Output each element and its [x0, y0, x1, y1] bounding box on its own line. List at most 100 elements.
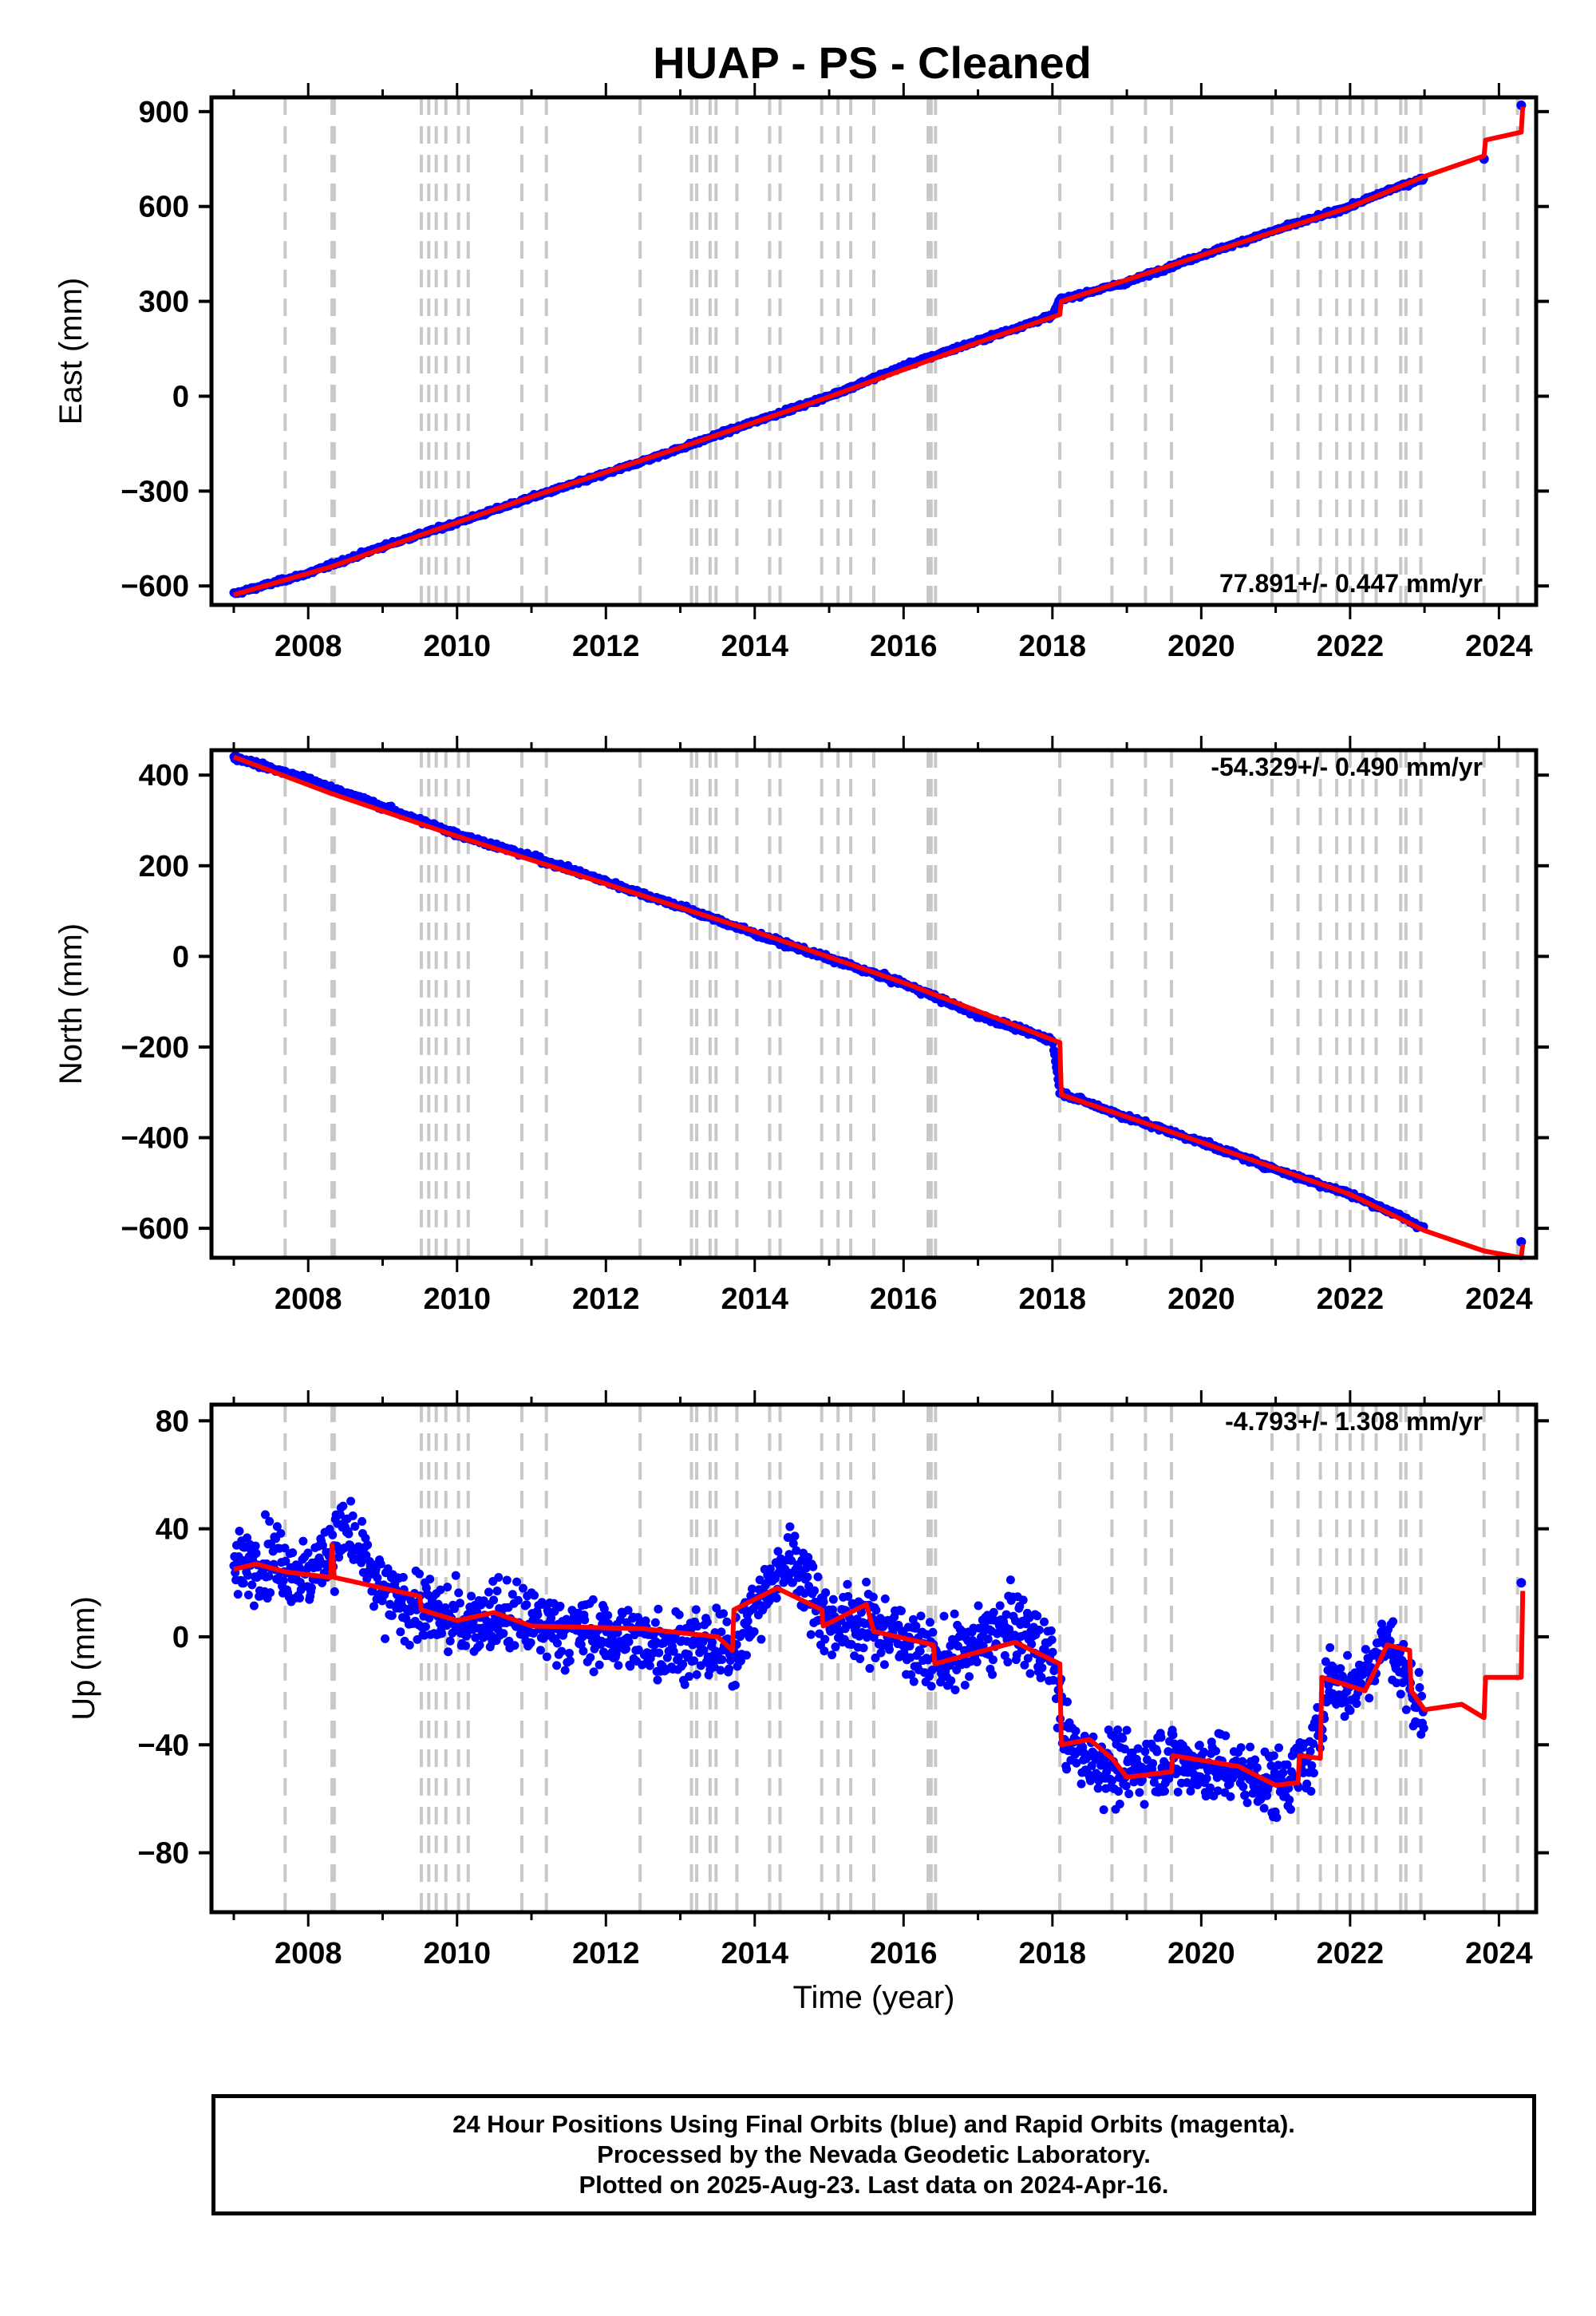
- data-point: [813, 1572, 823, 1582]
- data-point: [1389, 1617, 1398, 1626]
- data-point: [580, 1615, 590, 1625]
- data-point: [1114, 1787, 1124, 1796]
- data-point: [1250, 1755, 1260, 1765]
- data-point: [557, 1646, 567, 1656]
- data-point: [828, 1605, 837, 1614]
- data-point: [855, 1654, 865, 1663]
- data-point: [693, 1622, 702, 1631]
- data-point: [1046, 1626, 1056, 1635]
- data-point: [1415, 1683, 1424, 1693]
- x-tick-label: 2010: [423, 1282, 491, 1316]
- data-point: [804, 1552, 813, 1562]
- data-point: [1343, 1650, 1353, 1660]
- data-point: [454, 1588, 464, 1598]
- data-point: [346, 1496, 356, 1506]
- data-point: [815, 1629, 824, 1638]
- data-point: [1118, 1733, 1128, 1743]
- data-point: [1211, 1746, 1221, 1756]
- data-point: [1516, 1578, 1527, 1588]
- data-point: [1419, 1723, 1428, 1733]
- data-point: [749, 1627, 759, 1637]
- data-point: [1148, 1759, 1158, 1769]
- data-point: [530, 1591, 539, 1600]
- data-point: [650, 1618, 660, 1627]
- footer-line-3: Plotted on 2025-Aug-23. Last data on 202…: [579, 2171, 1169, 2199]
- data-point: [1321, 1657, 1330, 1666]
- data-point: [526, 1638, 535, 1647]
- data-point: [1025, 1669, 1035, 1678]
- data-point: [233, 1590, 243, 1599]
- x-tick-label: 2020: [1167, 1937, 1235, 1970]
- data-point: [689, 1656, 699, 1666]
- data-point: [555, 1601, 565, 1611]
- data-point: [803, 1572, 812, 1582]
- data-point: [988, 1655, 998, 1665]
- footer-line-1: 24 Hour Positions Using Final Orbits (bl…: [452, 2110, 1295, 2138]
- data-point: [243, 1533, 252, 1543]
- data-point: [1033, 1611, 1042, 1621]
- x-tick-label: 2010: [423, 630, 491, 663]
- model-line-path: [233, 1542, 1526, 1788]
- data-point: [1325, 1642, 1335, 1652]
- data-point: [634, 1645, 643, 1654]
- data-point: [243, 1571, 253, 1580]
- data-point: [725, 1664, 734, 1674]
- data-point: [443, 1583, 452, 1592]
- panel-frame: [209, 95, 1539, 607]
- data-point: [1000, 1650, 1009, 1660]
- data-point: [303, 1548, 313, 1558]
- data-point: [1072, 1758, 1081, 1768]
- data-point: [276, 1528, 286, 1538]
- x-tick-label: 2018: [1019, 630, 1087, 663]
- data-point: [508, 1590, 517, 1599]
- data-point: [674, 1610, 684, 1619]
- data-point: [1401, 1705, 1411, 1714]
- data-point: [862, 1577, 871, 1587]
- data-point: [859, 1643, 868, 1653]
- data-point: [879, 1660, 889, 1670]
- data-point: [579, 1646, 588, 1656]
- x-tick-label: 2022: [1317, 1937, 1385, 1970]
- data-point: [1077, 1779, 1086, 1788]
- data-point: [455, 1599, 464, 1608]
- data-point: [1108, 1776, 1117, 1785]
- data-point: [1238, 1757, 1247, 1766]
- data-point: [266, 1588, 275, 1598]
- data-point: [328, 1530, 338, 1539]
- data-point: [1173, 1787, 1183, 1796]
- data-point: [1062, 1765, 1072, 1774]
- data-point: [1163, 1747, 1173, 1757]
- data-point: [707, 1638, 717, 1647]
- x-ticks: 2008 2010 2012 2014 2016 2018 2020 2022 2024: [232, 736, 1533, 1316]
- x-tick-label: 2018: [1019, 1282, 1087, 1316]
- data-point: [306, 1583, 316, 1592]
- data-point: [376, 1559, 385, 1569]
- data-point: [960, 1680, 970, 1690]
- data-point: [595, 1660, 604, 1670]
- y-axis-label: Up (mm): [66, 1596, 101, 1721]
- data-point: [387, 1611, 397, 1620]
- data-point: [717, 1654, 727, 1664]
- data-point: [1152, 1747, 1162, 1757]
- data-point: [988, 1670, 998, 1679]
- data-point: [264, 1571, 274, 1581]
- data-point: [928, 1627, 938, 1637]
- data-point: [1309, 1769, 1318, 1778]
- y-tick-label: −40: [138, 1729, 189, 1762]
- data-point: [373, 1573, 382, 1583]
- data-point: [318, 1540, 327, 1550]
- data-point: [1164, 1774, 1174, 1784]
- data-point: [421, 1622, 430, 1631]
- data-point: [1049, 1049, 1059, 1059]
- data-point: [1365, 1694, 1374, 1703]
- model-line: [233, 106, 1526, 598]
- model-line-path: [233, 106, 1526, 598]
- data-point: [1259, 1804, 1269, 1813]
- data-point: [1242, 1798, 1252, 1808]
- y-tick-label: 0: [172, 940, 189, 974]
- data-points: [229, 100, 1527, 599]
- data-point: [983, 1634, 993, 1644]
- model-line-path: [232, 754, 1526, 1260]
- data-point: [871, 1653, 880, 1662]
- event-lines: [283, 750, 1519, 1258]
